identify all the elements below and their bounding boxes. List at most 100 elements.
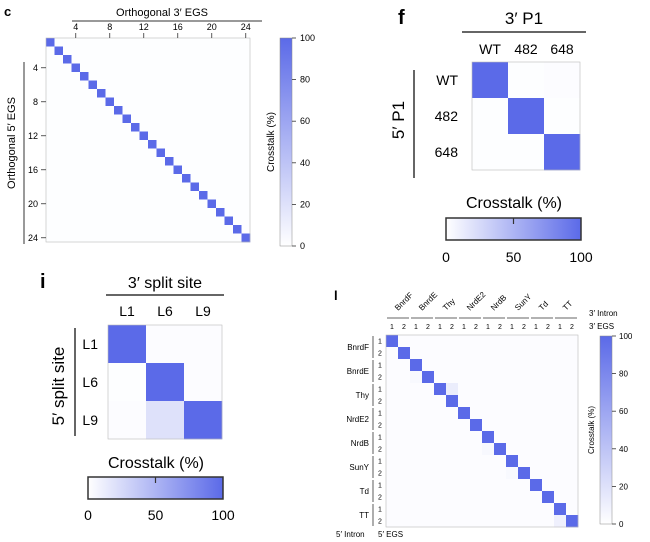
c-heatmap-cell: [173, 208, 183, 217]
c-heatmap-cell: [199, 216, 208, 226]
l-heatmap-cell: [494, 419, 507, 432]
c-heatmap-cell: [148, 46, 157, 56]
c-heatmap-cell: [139, 63, 149, 73]
l-heatmap-cell: [446, 359, 459, 372]
i-colorbar-label: Crosstalk (%): [108, 455, 204, 472]
l-heatmap-cell: [398, 407, 411, 420]
l-heatmap-cell: [494, 347, 507, 360]
l-heatmap-cell: [566, 371, 579, 384]
l-heatmap-cell: [398, 455, 411, 468]
c-heatmap-cell: [63, 114, 72, 124]
c-heatmap-cell: [207, 123, 217, 132]
c-heatmap-cell: [156, 38, 166, 47]
c-heatmap-cell: [114, 140, 123, 149]
c-heatmap-cell: [114, 199, 123, 209]
c-heatmap-cell: [63, 72, 72, 81]
l-heatmap-cell: [482, 407, 495, 420]
l-heatmap-cell: [518, 335, 531, 348]
c-heatmap-cell: [156, 46, 166, 56]
c-heatmap-cell: [199, 80, 208, 90]
c-heatmap-cell: [139, 157, 149, 166]
c-heatmap-cell: [71, 63, 81, 73]
c-heatmap-cell: [233, 225, 242, 234]
l-x-sub-tick-label: 1: [414, 324, 418, 331]
c-heatmap-cell: [97, 38, 106, 47]
l-heatmap-cell: [410, 347, 423, 360]
l-heatmap-cell: [506, 479, 519, 492]
c-heatmap-cell: [224, 208, 234, 217]
c-heatmap-cell: [182, 123, 191, 132]
f-x-tick-label: 482: [514, 41, 538, 57]
c-heatmap-cell: [224, 80, 234, 90]
l-heatmap-cell: [554, 491, 567, 504]
c-heatmap-cell: [156, 63, 166, 73]
c-heatmap-cell: [241, 165, 251, 175]
c-heatmap-cell: [80, 199, 89, 209]
c-heatmap-cell: [88, 46, 98, 56]
l-heatmap-cell: [410, 407, 423, 420]
l-x-sub-tick-label: 1: [462, 324, 466, 331]
c-heatmap-cell: [122, 63, 132, 73]
c-heatmap-cell: [165, 140, 174, 149]
l-y-ticks: BnrdF 1 2 BnrdE 1 2 Thy 1 2 NrdE2 1 2 NrdB 1 2 SunY 1 2 Td…: [346, 336, 382, 526]
l-heatmap-cell: [518, 359, 531, 372]
c-y-ticks: 4 8 12 16 20 24: [28, 63, 46, 243]
c-heatmap-cell: [105, 72, 115, 81]
l-heatmap-cell: [386, 455, 399, 468]
c-heatmap-cell: [199, 157, 208, 166]
l-heatmap-cell: [398, 371, 411, 384]
l-heatmap-cell: [494, 491, 507, 504]
l-heatmap-cell: [446, 515, 459, 528]
c-heatmap-cell: [207, 63, 217, 73]
c-heatmap-cell: [122, 46, 132, 56]
c-heatmap-cell: [131, 140, 140, 149]
c-heatmap-cell: [71, 123, 81, 132]
l-x-sub-tick-label: 1: [558, 324, 562, 331]
c-heatmap-cell: [114, 97, 123, 107]
c-heatmap-cell: [190, 233, 200, 243]
c-heatmap-cell: [71, 55, 81, 64]
c-colorbar-tick-label: 20: [300, 199, 310, 209]
l-heatmap-cell: [518, 515, 531, 528]
c-colorbar-tick-label: 100: [300, 33, 315, 43]
c-heatmap-cell: [114, 208, 123, 217]
c-heatmap-cell: [54, 157, 64, 166]
c-heatmap-cell: [88, 225, 98, 234]
c-heatmap-cell: [80, 72, 89, 81]
l-heatmap-cell: [530, 359, 543, 372]
c-heatmap-cell: [224, 72, 234, 81]
l-heatmap-cell: [422, 359, 435, 372]
c-heatmap-cell: [97, 233, 106, 243]
c-heatmap-cell: [165, 233, 174, 243]
c-heatmap-cell: [199, 114, 208, 124]
l-heatmap-cell: [518, 347, 531, 360]
l-heatmap-cell: [386, 359, 399, 372]
c-heatmap-cell: [241, 140, 251, 149]
c-heatmap-cell: [46, 38, 55, 47]
c-heatmap-cell: [241, 148, 251, 158]
c-heatmap-cell: [207, 38, 217, 47]
l-heatmap-cell: [542, 395, 555, 408]
c-heatmap-cell: [233, 123, 242, 132]
c-heatmap-cell: [190, 97, 200, 107]
f-y-tick-label: 482: [435, 108, 459, 124]
c-heatmap-cell: [71, 97, 81, 107]
c-heatmap-cell: [105, 63, 115, 73]
c-heatmap-cell: [173, 157, 183, 166]
c-heatmap-cell: [54, 38, 64, 47]
l-heatmap-cell: [506, 503, 519, 516]
c-colorbar-ticks: 0 20 40 60 80 100: [292, 33, 315, 251]
i-colorbar-tick-label: 50: [148, 507, 164, 523]
l-heatmap-cell: [518, 467, 531, 480]
l-x-group-label: NrdB: [489, 293, 508, 312]
c-heatmap-cell: [233, 131, 242, 141]
c-heatmap-cell: [122, 225, 132, 234]
c-heatmap-cell: [148, 174, 157, 183]
panel-l: l 3′ Intron 3′ EGS 5′ Intron 5′ EGS Bnrd…: [334, 288, 633, 539]
c-heatmap-cell: [46, 225, 55, 234]
c-heatmap-cell: [190, 140, 200, 149]
c-heatmap-cell: [233, 63, 242, 73]
c-heatmap-cell: [46, 63, 55, 73]
c-heatmap-cell: [54, 182, 64, 192]
c-heatmap-cell: [46, 191, 55, 200]
